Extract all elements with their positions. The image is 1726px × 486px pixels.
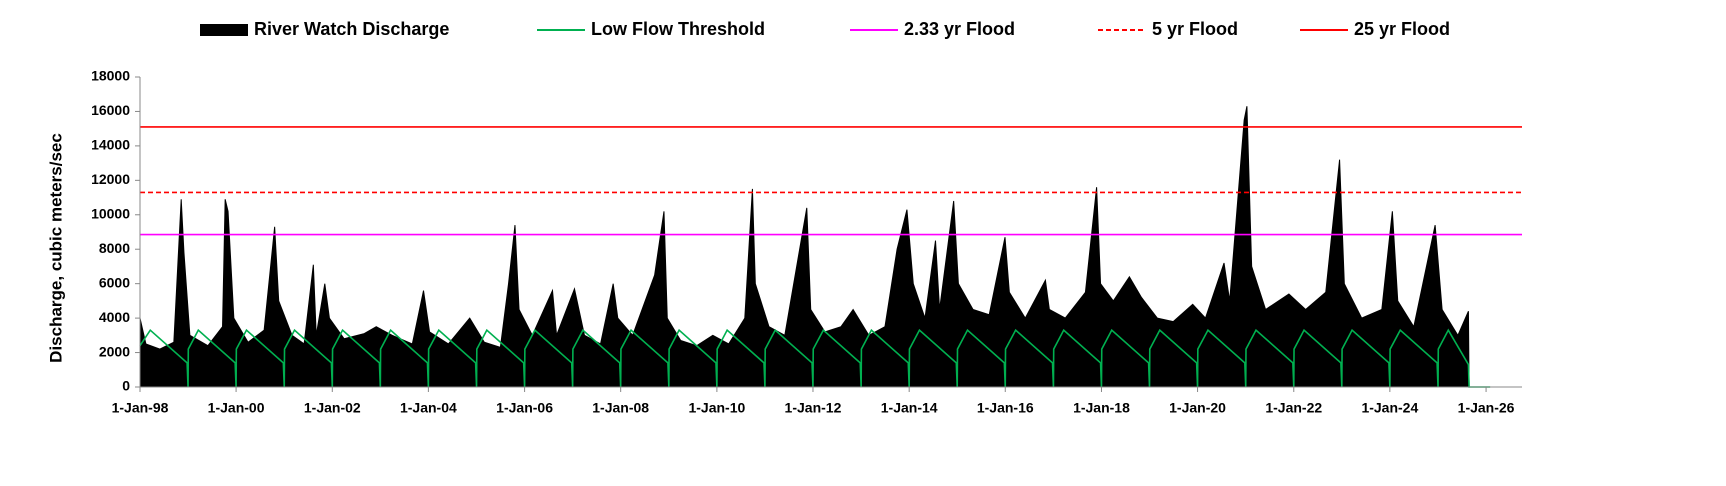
y-tick-label: 6000	[99, 274, 130, 290]
x-tick-label: 1-Jan-00	[208, 400, 265, 416]
y-tick-label: 16000	[91, 102, 130, 118]
x-tick-label: 1-Jan-16	[977, 400, 1034, 416]
legend-label: 5 yr Flood	[1152, 19, 1238, 39]
x-tick-label: 1-Jan-10	[688, 400, 745, 416]
y-tick-label: 14000	[91, 137, 130, 153]
x-tick-label: 1-Jan-98	[112, 400, 169, 416]
y-tick-label: 10000	[91, 205, 130, 221]
x-tick-label: 1-Jan-12	[785, 400, 842, 416]
x-tick-label: 1-Jan-06	[496, 400, 553, 416]
x-tick-label: 1-Jan-14	[881, 400, 938, 416]
y-tick-label: 12000	[91, 171, 130, 187]
legend-label: 25 yr Flood	[1354, 19, 1450, 39]
y-tick-label: 0	[122, 378, 130, 394]
y-tick-label: 2000	[99, 343, 130, 359]
discharge-area	[139, 106, 1470, 388]
x-tick-label: 1-Jan-24	[1361, 400, 1418, 416]
x-tick-label: 1-Jan-26	[1458, 400, 1515, 416]
legend-label: River Watch Discharge	[254, 19, 449, 39]
x-tick-label: 1-Jan-04	[400, 400, 457, 416]
y-tick-label: 18000	[91, 68, 130, 84]
threshold-line	[139, 328, 1491, 388]
legend-swatch	[200, 24, 248, 36]
x-tick-label: 1-Jan-02	[304, 400, 361, 416]
y-tick-label: 8000	[99, 240, 130, 256]
y-axis-label: Discharge, cubic meters/sec	[46, 133, 65, 363]
x-tick-label: 1-Jan-20	[1169, 400, 1226, 416]
legend-label: 2.33 yr Flood	[904, 19, 1015, 39]
x-tick-label: 1-Jan-22	[1265, 400, 1322, 416]
legend-label: Low Flow Threshold	[591, 19, 765, 39]
x-tick-label: 1-Jan-08	[592, 400, 649, 416]
y-tick-label: 4000	[99, 309, 130, 325]
x-tick-label: 1-Jan-18	[1073, 400, 1130, 416]
